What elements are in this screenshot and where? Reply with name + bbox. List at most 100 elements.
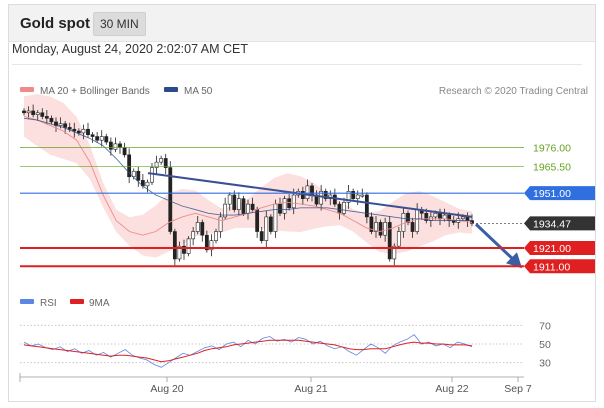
candle [236,192,241,217]
rsi-legend-swatch [20,299,34,304]
candle-body [374,222,378,232]
timeframe-badge[interactable]: 30 MIN [93,12,146,36]
candle-body [218,216,223,232]
candle [163,153,168,174]
trend-line [147,172,473,218]
candle-body [236,198,241,210]
candle-body [250,203,255,210]
candle [44,110,49,125]
rsi-tick-label: 50 [539,339,551,351]
candle [22,108,26,116]
candle [49,115,54,125]
candle [90,131,95,143]
candle [86,122,90,138]
candle-body [342,202,346,214]
level-tag [524,216,595,231]
candle-body [113,143,118,150]
ma50-legend-label: MA 50 [184,86,213,97]
level-label: 1951.00 [533,188,571,200]
candle [396,226,401,249]
candle-body [241,198,246,214]
candle [268,214,273,235]
candle-body [150,167,154,183]
candle [406,210,410,226]
candle-body [44,116,49,119]
candle-body [319,191,324,205]
candle-body [145,181,150,187]
instrument-title: Gold spot [20,15,90,32]
candle-body [383,222,388,236]
candle [145,179,150,193]
candle-body [246,203,250,214]
rsi-legend-label: RSI [40,298,57,309]
forecast-arrow [474,223,514,260]
candle-body [163,158,168,168]
level-label: 1976.00 [533,143,571,155]
candle [209,234,214,257]
candle-body [460,216,465,220]
candle [351,188,356,202]
candle [177,241,182,262]
candle [76,128,81,136]
candle-body [76,130,81,134]
candle-body [214,231,218,241]
widget-header: Gold spot 30 MIN [9,5,595,42]
candle [72,122,77,138]
candle [410,217,415,238]
candle-body [433,212,438,218]
candle [264,210,269,248]
forecast-arrowhead [506,252,522,269]
level-tag [524,186,595,201]
candle-body [396,231,401,247]
candle-body [259,231,264,241]
candle-body [182,245,186,254]
candle [168,161,173,235]
candle-body [99,136,104,141]
candle [392,243,397,266]
candle-body [364,194,369,218]
level-tag [524,259,595,274]
price-legend: MA 20 + Bollinger Bands MA 50 Research ©… [20,86,588,97]
level-label: 1911.00 [533,261,570,273]
candle-body [255,209,260,232]
candle [104,133,109,145]
candle [378,219,383,238]
candle-body [287,198,292,209]
candle-body [351,191,356,199]
candle-body [209,240,214,251]
candle [26,106,31,120]
candle-body [337,203,342,214]
candle-body [81,128,86,134]
candle-body [369,216,374,232]
candle-body [63,123,68,128]
candle [387,216,392,262]
time-axis: Aug 20 Aug 21 Aug 22 Sep 7 [19,373,532,395]
candle-body [35,112,40,115]
rsi-plot: 30 50 70 [20,320,551,370]
candle [154,155,159,174]
x-tick-label: Aug 21 [294,383,327,395]
candle-body [305,185,310,199]
candle-body [154,161,159,168]
candle [186,236,191,257]
level-label: 1921.00 [533,243,571,255]
candle [31,104,36,118]
candle [223,197,228,220]
candle-body [168,167,173,232]
rsi-ma-legend-swatch [70,299,84,304]
level-label: 1934.47 [533,218,571,230]
candle-body [406,212,410,223]
candle-body [31,110,36,115]
candle-body [195,222,200,232]
price-plot [22,94,522,269]
candle-body [191,231,196,240]
candle [127,148,132,184]
candle-body [401,212,406,232]
candle-body [438,212,442,220]
bollinger-legend-label: MA 20 + Bollinger Bands [40,86,150,97]
ma50-legend-swatch [164,87,178,92]
candle-body [26,110,31,114]
candle [218,212,223,238]
candle-body [346,191,351,203]
